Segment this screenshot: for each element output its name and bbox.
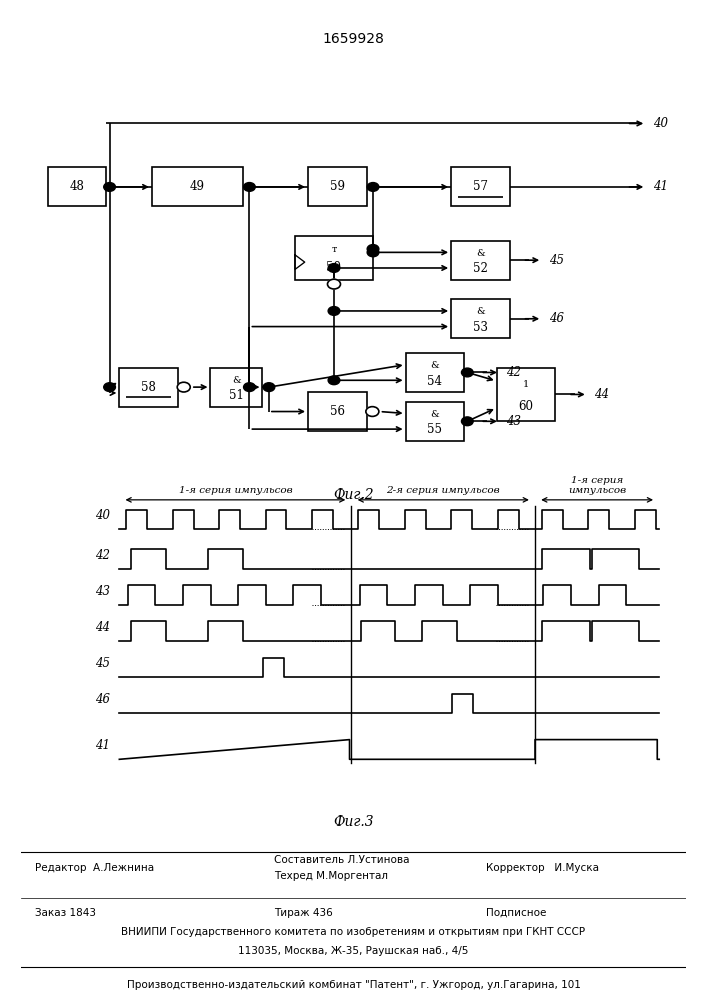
Text: 1-я серия
импульсов: 1-я серия импульсов bbox=[568, 476, 626, 495]
Text: Фиг.2: Фиг.2 bbox=[333, 488, 374, 502]
Text: &: & bbox=[431, 361, 439, 370]
Circle shape bbox=[177, 382, 190, 392]
Text: 1659928: 1659928 bbox=[322, 32, 385, 46]
Text: 44: 44 bbox=[95, 621, 110, 634]
Text: 56: 56 bbox=[329, 405, 345, 418]
Bar bbox=[308, 392, 366, 431]
Circle shape bbox=[366, 407, 379, 416]
Text: 55: 55 bbox=[427, 423, 443, 436]
Bar bbox=[308, 167, 366, 206]
Text: 40: 40 bbox=[653, 117, 667, 130]
Circle shape bbox=[367, 245, 379, 253]
Text: 50: 50 bbox=[327, 261, 341, 274]
Bar bbox=[496, 368, 555, 421]
Bar bbox=[295, 236, 373, 280]
Text: 41: 41 bbox=[653, 180, 667, 193]
Text: 59: 59 bbox=[329, 180, 345, 193]
Text: 58: 58 bbox=[141, 381, 156, 394]
Circle shape bbox=[244, 183, 255, 191]
Text: 46: 46 bbox=[549, 312, 563, 325]
Circle shape bbox=[327, 279, 341, 289]
Text: 45: 45 bbox=[549, 254, 563, 267]
Text: 2-я серия импульсов: 2-я серия импульсов bbox=[387, 486, 500, 495]
Bar bbox=[119, 368, 178, 407]
Text: 45: 45 bbox=[95, 657, 110, 670]
Text: т: т bbox=[332, 245, 337, 254]
Text: Тираж 436: Тираж 436 bbox=[274, 908, 332, 918]
Text: &: & bbox=[476, 307, 485, 316]
Text: 43: 43 bbox=[95, 585, 110, 598]
Text: &: & bbox=[476, 249, 485, 258]
Bar bbox=[48, 167, 106, 206]
Circle shape bbox=[367, 248, 379, 257]
Bar bbox=[406, 353, 464, 392]
Text: 52: 52 bbox=[473, 262, 488, 275]
Circle shape bbox=[328, 307, 340, 315]
Text: 53: 53 bbox=[473, 321, 488, 334]
Bar bbox=[211, 368, 262, 407]
Text: 49: 49 bbox=[190, 180, 205, 193]
Text: 44: 44 bbox=[594, 388, 609, 401]
Text: Заказ 1843: Заказ 1843 bbox=[35, 908, 95, 918]
Text: 40: 40 bbox=[95, 509, 110, 522]
Circle shape bbox=[263, 383, 275, 392]
Text: 46: 46 bbox=[95, 693, 110, 706]
Circle shape bbox=[367, 183, 379, 191]
Circle shape bbox=[244, 383, 255, 392]
Text: 113035, Москва, Ж-35, Раушская наб., 4/5: 113035, Москва, Ж-35, Раушская наб., 4/5 bbox=[238, 946, 469, 956]
Text: Составитель Л.Устинова: Составитель Л.Устинова bbox=[274, 855, 409, 865]
Text: 60: 60 bbox=[518, 400, 533, 413]
Bar bbox=[451, 299, 510, 338]
Text: ВНИИПИ Государственного комитета по изобретениям и открытиям при ГКНТ СССР: ВНИИПИ Государственного комитета по изоб… bbox=[122, 927, 585, 937]
Text: 42: 42 bbox=[95, 549, 110, 562]
Circle shape bbox=[104, 183, 115, 191]
Text: 1-я серия импульсов: 1-я серия импульсов bbox=[179, 486, 292, 495]
Text: Техред М.Моргентал: Техред М.Моргентал bbox=[274, 871, 387, 881]
Text: 41: 41 bbox=[95, 739, 110, 752]
Circle shape bbox=[328, 264, 340, 272]
Text: 57: 57 bbox=[473, 180, 488, 193]
Text: Подписное: Подписное bbox=[486, 908, 547, 918]
Bar bbox=[451, 167, 510, 206]
Text: 1: 1 bbox=[522, 380, 529, 389]
Circle shape bbox=[462, 417, 473, 426]
Text: &: & bbox=[232, 376, 241, 385]
Bar bbox=[406, 402, 464, 441]
Text: 51: 51 bbox=[229, 389, 244, 402]
Bar bbox=[152, 167, 243, 206]
Circle shape bbox=[104, 383, 115, 392]
Text: Корректор   И.Муска: Корректор И.Муска bbox=[486, 863, 600, 873]
Text: 54: 54 bbox=[427, 375, 443, 388]
Bar bbox=[451, 241, 510, 280]
Text: Производственно-издательский комбинат "Патент", г. Ужгород, ул.Гагарина, 101: Производственно-издательский комбинат "П… bbox=[127, 980, 580, 990]
Text: Фиг.3: Фиг.3 bbox=[333, 815, 374, 829]
Circle shape bbox=[462, 368, 473, 377]
Text: &: & bbox=[431, 410, 439, 419]
Text: 42: 42 bbox=[506, 366, 521, 379]
Text: Редактор  А.Лежнина: Редактор А.Лежнина bbox=[35, 863, 153, 873]
Text: 48: 48 bbox=[69, 180, 85, 193]
Circle shape bbox=[328, 376, 340, 385]
Text: 43: 43 bbox=[506, 415, 521, 428]
